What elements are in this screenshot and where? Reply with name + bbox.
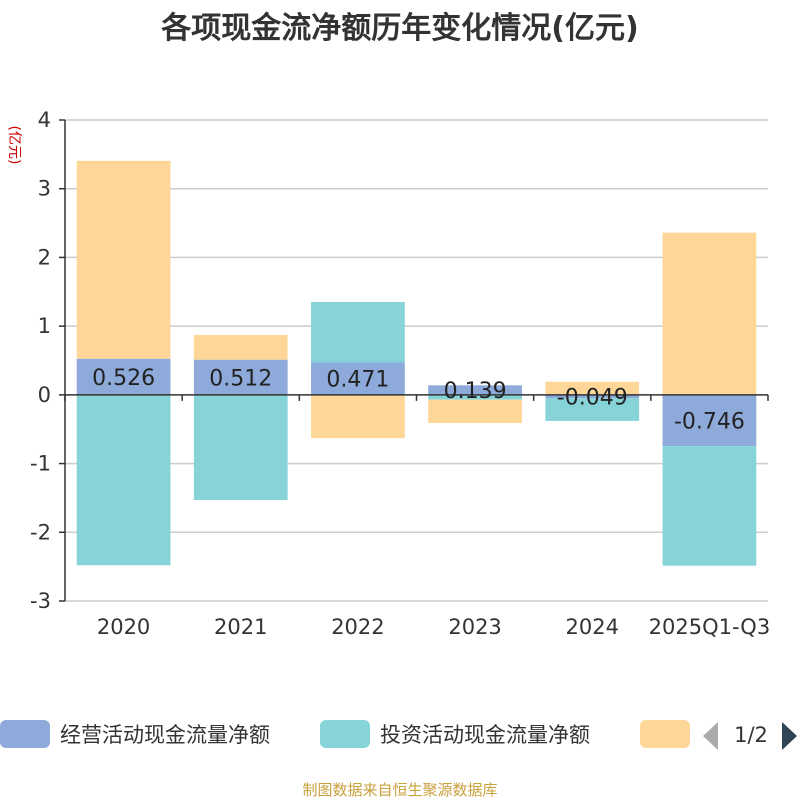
bar-segment [311, 302, 405, 363]
x-tick-label: 2024 [566, 615, 619, 639]
bar-segment [76, 394, 171, 566]
x-tick-label: 2022 [331, 615, 384, 639]
y-axis-unit-label: (亿元) [6, 126, 22, 165]
axes: 4 3 2 1 0 -1 -2 -3 2020 2021 2022 2023 2024 2025Q1-Q3 [30, 108, 770, 639]
bar-segment [311, 394, 405, 439]
y-tick-label: 2 [38, 245, 51, 269]
legend-page-indicator: 1/2 [734, 723, 768, 747]
bar-segment [545, 398, 640, 421]
data-label: 0.526 [92, 366, 155, 391]
data-labels: 0.526 0.512 0.471 0.139 -0.049 -0.746 [92, 366, 745, 435]
legend-next-page-icon[interactable] [782, 722, 797, 750]
bar-segment [193, 359, 288, 395]
bar-segment [428, 385, 522, 395]
grid-lines [65, 119, 768, 602]
y-tick-label: -2 [30, 520, 51, 544]
data-label: 0.471 [326, 368, 389, 393]
bar-segment [662, 232, 757, 395]
bar-segment [545, 381, 640, 395]
source-footer: 制图数据来自恒生聚源数据库 [302, 781, 497, 799]
bar-segment [545, 394, 640, 399]
bar-segment [76, 160, 171, 359]
x-tick-label: 2025Q1-Q3 [649, 615, 771, 639]
legend-swatch[interactable] [640, 720, 690, 748]
bar-segment [662, 446, 757, 566]
legend-swatch[interactable] [320, 720, 370, 748]
y-tick-label: 1 [38, 314, 51, 338]
legend-label[interactable]: 经营活动现金流量净额 [60, 723, 270, 747]
data-label: -0.049 [557, 386, 628, 411]
bar-segment [76, 358, 171, 395]
y-tick-label: 0 [38, 383, 51, 407]
data-label: 0.512 [209, 366, 272, 391]
y-tick-label: -3 [30, 589, 51, 613]
bar-segment [428, 399, 522, 424]
data-label: -0.746 [674, 409, 745, 434]
legend-label[interactable]: 投资活动现金流量净额 [380, 723, 590, 747]
y-tick-label: 3 [38, 177, 51, 201]
y-tick-label: 4 [38, 108, 51, 132]
x-tick-label: 2020 [97, 615, 150, 639]
x-tick-label: 2023 [448, 615, 501, 639]
data-label: 0.139 [444, 379, 507, 404]
legend[interactable]: 经营活动现金流量净额 投资活动现金流量净额 1/2 [0, 720, 797, 750]
legend-swatch[interactable] [0, 720, 50, 748]
y-tick-label: -1 [30, 452, 51, 476]
legend-prev-page-icon[interactable] [703, 722, 718, 750]
bar-segment [193, 394, 288, 500]
bar-segment [428, 394, 522, 400]
bar-segment [193, 334, 288, 360]
bar-segment [311, 362, 405, 395]
x-tick-label: 2021 [214, 615, 267, 639]
bars [76, 160, 757, 566]
chart-title: 各项现金流净额历年变化情况(亿元) [160, 11, 638, 46]
bar-segment [662, 394, 757, 447]
